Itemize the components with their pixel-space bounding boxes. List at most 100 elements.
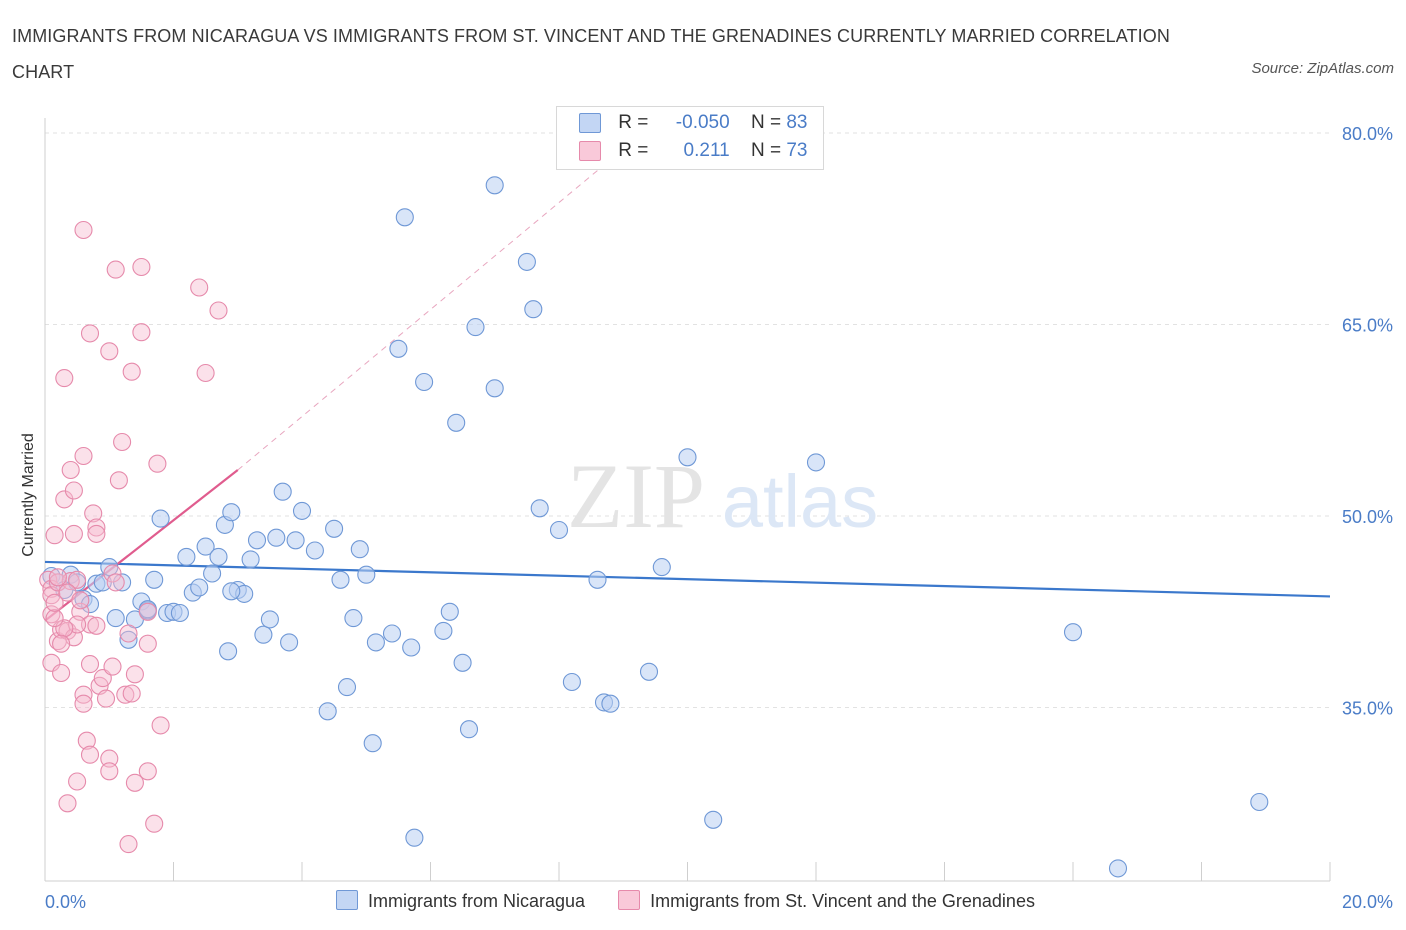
point-stvincent: [64, 524, 83, 543]
point-nicaragua: [549, 520, 569, 540]
legend-r-label: R =: [618, 112, 649, 133]
point-nicaragua: [254, 625, 273, 644]
grid-lines: [45, 132, 1330, 708]
point-nicaragua: [177, 547, 196, 566]
point-nicaragua: [639, 662, 659, 681]
point-stvincent: [122, 684, 141, 703]
point-nicaragua: [405, 828, 424, 847]
point-stvincent: [80, 655, 100, 674]
trend-line-stvincent-extension: [237, 132, 643, 471]
legend-n-value: 73: [786, 140, 808, 161]
point-nicaragua: [402, 638, 421, 657]
point-stvincent: [58, 794, 77, 813]
legend-row-nicaragua: R = -0.050 N = 83: [579, 112, 807, 138]
legend-r-value: 0.211: [683, 140, 730, 161]
point-stvincent: [125, 665, 144, 684]
point-nicaragua: [562, 672, 581, 692]
point-stvincent: [52, 663, 71, 683]
data-points: [39, 176, 1269, 878]
point-nicaragua: [247, 531, 267, 550]
point-nicaragua: [434, 621, 453, 640]
point-nicaragua: [350, 540, 369, 559]
source-label: Source: ZipAtlas.com: [1251, 60, 1394, 77]
point-nicaragua: [119, 630, 138, 649]
point-stvincent: [68, 570, 87, 589]
point-nicaragua: [530, 499, 549, 518]
point-nicaragua: [196, 537, 215, 556]
point-nicaragua: [219, 642, 238, 661]
point-stvincent: [93, 669, 112, 688]
point-stvincent: [74, 694, 93, 713]
point-stvincent: [119, 624, 138, 643]
legend-n-label: N =: [750, 140, 782, 161]
point-nicaragua: [325, 519, 344, 538]
point-nicaragua: [337, 678, 357, 697]
axes: [44, 118, 1331, 882]
point-stvincent: [45, 593, 64, 612]
point-stvincent: [64, 481, 83, 500]
point-stvincent: [84, 504, 103, 523]
point-stvincent: [138, 634, 157, 653]
point-stvincent: [132, 257, 151, 277]
point-stvincent: [100, 762, 119, 781]
point-stvincent: [87, 616, 106, 635]
point-stvincent: [190, 278, 209, 297]
point-nicaragua: [415, 372, 434, 392]
point-nicaragua: [389, 339, 408, 358]
point-stvincent: [145, 814, 164, 833]
x-tick-label: 20.0%: [1342, 892, 1393, 912]
point-stvincent: [80, 745, 100, 764]
point-nicaragua: [453, 653, 472, 672]
point-nicaragua: [222, 503, 241, 522]
point-nicaragua: [459, 720, 479, 739]
chart-title: IMMIGRANTS FROM NICARAGUA VS IMMIGRANTS …: [12, 26, 1170, 82]
point-stvincent: [151, 716, 170, 735]
point-stvincent: [71, 591, 90, 610]
y-tick-label: 35.0%: [1342, 699, 1393, 719]
watermark-atlas: atlas: [722, 460, 878, 543]
point-nicaragua: [222, 582, 241, 601]
legend-swatch-pink: [579, 140, 601, 161]
point-nicaragua: [106, 609, 125, 628]
x-tick-label: 0.0%: [45, 892, 86, 912]
point-nicaragua: [517, 252, 536, 271]
point-stvincent: [96, 689, 116, 708]
point-stvincent: [106, 260, 125, 279]
point-nicaragua: [331, 570, 350, 589]
point-nicaragua: [485, 176, 504, 195]
point-nicaragua: [524, 300, 543, 319]
point-nicaragua: [203, 564, 222, 583]
point-nicaragua: [704, 810, 723, 829]
legend-item-stvincent: Immigrants from St. Vincent and the Gren…: [618, 890, 1035, 912]
point-nicaragua: [273, 482, 292, 501]
point-stvincent: [87, 518, 106, 537]
point-nicaragua: [1063, 623, 1083, 642]
point-nicaragua: [170, 603, 189, 623]
point-nicaragua: [209, 547, 228, 566]
point-stvincent: [113, 432, 132, 452]
point-nicaragua: [440, 602, 459, 621]
point-nicaragua: [151, 509, 170, 528]
legend-swatch-blue: [579, 112, 601, 133]
point-stvincent: [80, 324, 100, 343]
point-stvincent: [100, 342, 119, 361]
point-stvincent: [52, 634, 71, 653]
trend-line-nicaragua: [44, 560, 1331, 598]
y-tick-label: 50.0%: [1342, 507, 1393, 527]
point-stvincent: [138, 602, 157, 621]
point-stvincent: [55, 369, 74, 388]
point-stvincent: [80, 615, 100, 634]
point-stvincent: [45, 526, 64, 545]
point-nicaragua: [601, 694, 620, 713]
y-tick-label: 65.0%: [1342, 316, 1393, 336]
point-nicaragua: [1250, 792, 1269, 812]
point-nicaragua: [344, 609, 363, 628]
point-nicaragua: [260, 610, 279, 629]
point-stvincent: [196, 363, 215, 383]
legend-r-value: -0.050: [675, 112, 730, 133]
point-stvincent: [125, 773, 144, 792]
point-nicaragua: [395, 208, 414, 227]
point-stvincent: [77, 731, 96, 750]
point-stvincent: [122, 362, 141, 381]
